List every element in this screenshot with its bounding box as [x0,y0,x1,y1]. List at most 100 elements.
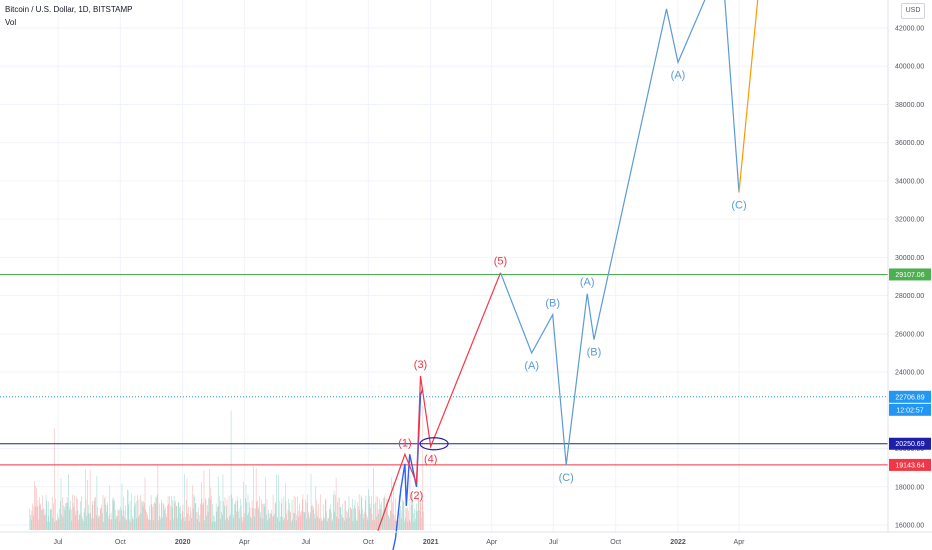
volume-bar [215,521,216,530]
volume-bar [357,501,359,530]
countdown-label: 12:02:57 [896,407,923,414]
volume-bar [41,510,43,530]
volume-bar [226,505,227,530]
volume-bar [228,495,230,530]
volume-bar [238,511,239,530]
volume-bar [70,500,71,530]
volume-bar [219,519,221,530]
volume-bar [331,512,332,530]
volume-bar [80,501,81,530]
volume-bar [414,508,415,530]
volume-bar [74,495,75,530]
volume-bar [64,510,66,530]
volume-bar [391,477,392,530]
volume-bar [60,500,61,530]
elliott-wave-lines [377,0,759,531]
volume-bar [420,502,422,530]
volume-bar [410,521,411,530]
volume-bar [373,503,375,530]
volume-bar [131,515,133,530]
volume-bar [280,516,281,530]
volume-bar [245,484,247,530]
volume-bar [247,494,249,530]
time-axis[interactable]: Jul Oct 2020 Apr Jul Oct 2021 Apr Jul Oct 2022 Apr [54,539,746,546]
volume-bar [37,500,39,530]
volume-bar [384,495,386,530]
volume-bar [385,498,387,530]
volume-bar [95,497,96,530]
volume-bar [329,509,330,530]
volume-bar [83,512,85,530]
volume-bar [121,483,123,530]
volume-bar [344,500,346,530]
volume-bar [358,506,359,530]
volume-bar [134,495,136,530]
volume-bar [334,511,336,530]
volume-bar [212,504,214,530]
volume-bar [375,502,376,530]
currency-button[interactable]: USD [901,3,925,19]
volume-bar [375,495,377,530]
volume-indicator-label[interactable]: Vol [5,18,17,27]
volume-bar [62,516,64,530]
volume-bar [292,519,294,530]
volume-bar [71,520,73,530]
volume-bar [173,519,174,530]
volume-bar [224,505,225,530]
volume-bar [232,498,233,530]
volume-bar [348,495,350,530]
volume-bar [422,405,424,530]
volume-bar [111,519,113,530]
volume-bar [57,513,58,530]
volume-bar [310,512,311,530]
volume-bar [366,514,367,530]
volume-bar [315,486,317,530]
volume-bar [379,498,380,530]
volume-bar [207,512,209,530]
volume-bar [169,520,171,530]
volume-bar [395,498,397,530]
volume-bar [337,497,339,530]
volume-bar [89,514,90,530]
volume-bar [272,516,273,530]
x-tick-label: 2020 [175,539,191,546]
volume-bar [318,503,319,530]
volume-bar [351,509,352,530]
volume-bar [97,517,99,530]
volume-bar [320,494,321,530]
price-axis[interactable]: 16000.0018000.0020000.0024000.0026000.00… [895,26,924,530]
volume-bar [377,509,379,530]
volume-bar [175,505,177,530]
volume-bar [242,521,243,530]
volume-bar [51,496,53,530]
volume-bar [55,520,57,530]
volume-bar [74,511,76,530]
volume-bar [349,517,350,530]
volume-bar [388,516,390,530]
volume-bar [32,515,34,530]
volume-bar [278,475,279,530]
volume-bar [285,482,286,530]
volume-bar [113,501,115,530]
volume-bar [59,508,60,530]
volume-bar [237,500,239,530]
volume-bar [203,502,204,530]
volume-bar [123,496,124,530]
volume-bar [412,494,413,530]
volume-bar [386,508,388,530]
volume-bar [53,428,55,530]
volume-bar [149,505,151,530]
volume-bar [345,510,347,530]
y-tick-label: 36000.00 [895,140,924,147]
wave-label: (3) [414,359,427,371]
volume-bar [256,501,258,530]
volume-bar [34,485,36,530]
volume-bar [196,519,198,530]
volume-bar [255,467,257,530]
volume-bar [184,521,186,530]
y-tick-label: 34000.00 [895,178,924,185]
volume-bar [419,510,420,530]
volume-bar [301,510,302,530]
x-tick-label: Apr [239,539,251,546]
